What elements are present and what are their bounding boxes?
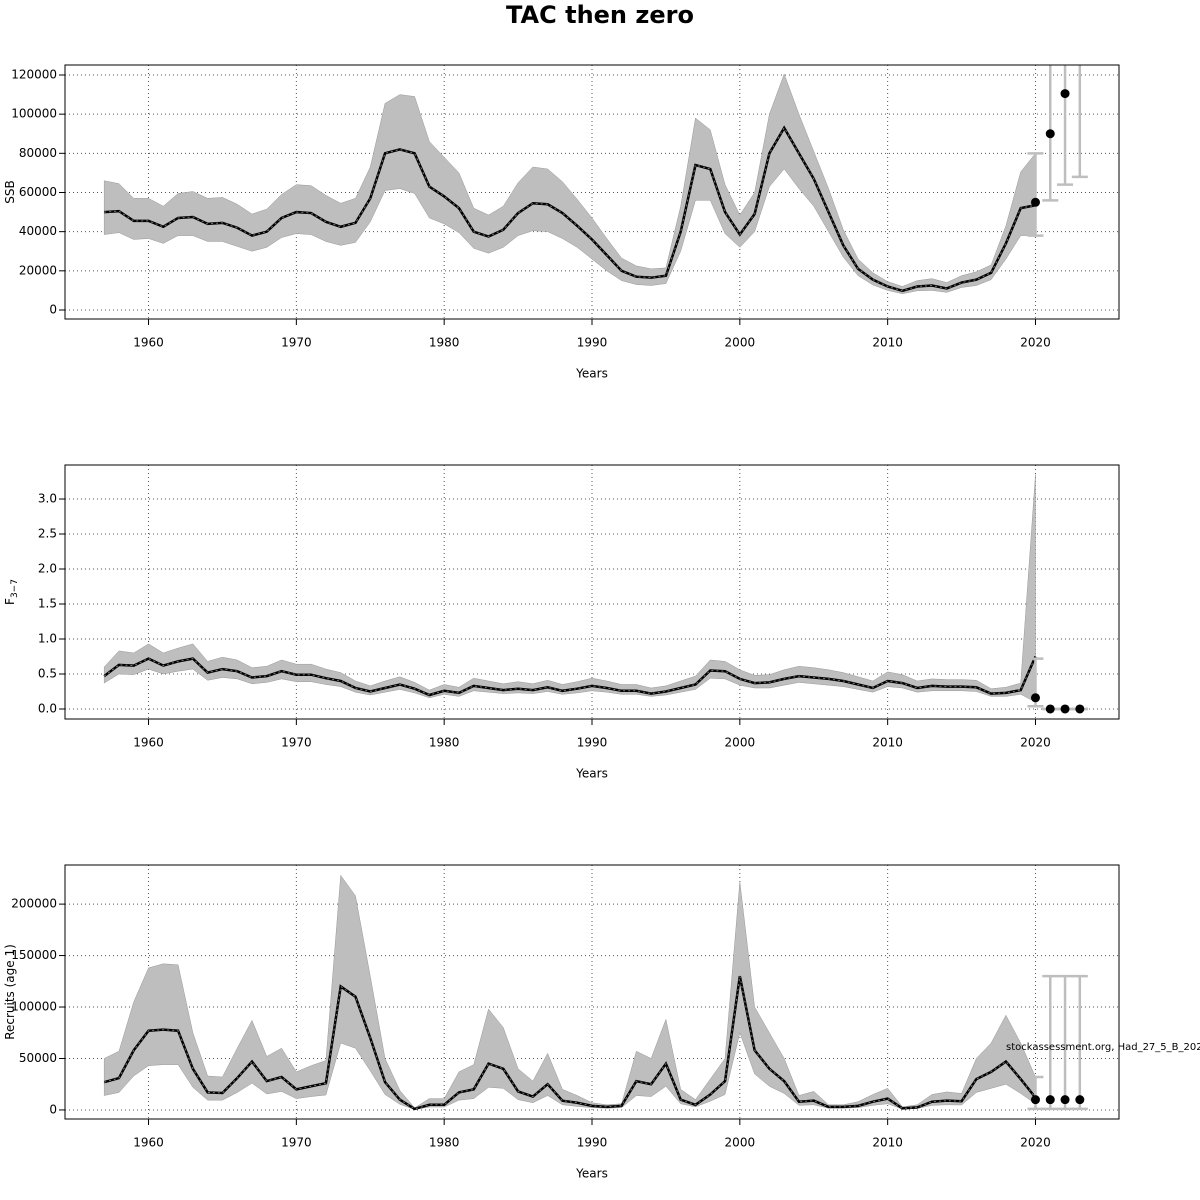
estimate-line-dash (103, 656, 1036, 696)
x-tick-label: 1970 (281, 1136, 312, 1150)
x-axis-label: Years (575, 1167, 608, 1181)
watermark: stockassessment.org, Had_27_5_B_2020 (1006, 1042, 1200, 1053)
y-axis-label-main: SSB (3, 180, 17, 203)
x-axis-label: Years (575, 767, 608, 781)
panel: 1960 1970 1980 1990 2000 2010 2020 0.0 0.5 1.0 1.5… (3, 464, 1120, 781)
x-tick-label: 1980 (429, 1136, 460, 1150)
error-bar (1027, 152, 1044, 237)
panel: 1960 1970 1980 1990 2000 2010 2020 0 20000 40000 6… (3, 64, 1120, 381)
y-tick-label: 1.0 (38, 631, 57, 645)
projection-point (1030, 693, 1040, 703)
error-bar (1057, 65, 1074, 186)
plot-frame (64, 64, 1120, 320)
x-tick-label: 2020 (1020, 336, 1051, 350)
x-tick-label: 1960 (133, 1136, 164, 1150)
x-tick-label: 2020 (1020, 736, 1051, 750)
plot-area (65, 65, 1119, 319)
plot-area (65, 865, 1119, 1119)
y-tick-label: 2.0 (38, 562, 57, 576)
plot-area (65, 465, 1119, 719)
projection-point (1030, 197, 1040, 207)
x-tick-label: 2000 (725, 736, 756, 750)
error-bar (1057, 974, 1074, 1111)
x-tick-label: 1960 (133, 336, 164, 350)
x-tick-label: 1990 (577, 736, 608, 750)
x-tick-label: 1980 (429, 736, 460, 750)
y-axis-label-main: Recruits (age 1) (3, 944, 17, 1040)
y-tick-label: 0.5 (38, 666, 57, 680)
y-tick-label: 0.0 (38, 701, 57, 715)
error-bar (1042, 974, 1059, 1111)
projection-point (1045, 704, 1055, 714)
figure-title: TAC then zero (506, 1, 694, 29)
projection-point (1045, 129, 1055, 139)
x-tick-label: 2010 (872, 1136, 903, 1150)
y-axis-label: Recruits (age 1) (3, 944, 17, 1040)
x-tick-label: 1990 (577, 1136, 608, 1150)
projection-point (1045, 1095, 1055, 1105)
confidence-band (103, 874, 1036, 1110)
y-axis-label: SSB (3, 180, 17, 203)
y-tick-label: 60000 (19, 185, 57, 199)
y-tick-label: 50000 (19, 1051, 57, 1065)
x-tick-label: 1960 (133, 736, 164, 750)
plot-frame (64, 464, 1120, 720)
error-bar (1042, 65, 1059, 202)
y-tick-label: 0 (49, 302, 57, 316)
estimate-line-dash (104, 126, 1036, 292)
y-axis-label-main: F (3, 598, 17, 605)
x-tick-label: 2020 (1020, 1136, 1051, 1150)
x-tick-label: 2000 (725, 336, 756, 350)
x-tick-label: 2000 (725, 1136, 756, 1150)
y-tick-label: 120000 (11, 67, 57, 81)
projection-point (1075, 704, 1085, 714)
x-tick-label: 1990 (577, 336, 608, 350)
plot-frame (64, 864, 1120, 1120)
estimate-line (103, 975, 1037, 1111)
x-tick-label: 1970 (281, 736, 312, 750)
projection-point (1075, 1095, 1085, 1105)
projection-point (1060, 89, 1070, 99)
error-bar (1071, 974, 1088, 1111)
y-tick-label: 150000 (11, 948, 57, 962)
y-tick-label: 1.5 (38, 597, 57, 611)
y-tick-label: 20000 (19, 263, 57, 277)
x-axis-label: Years (575, 367, 608, 381)
x-tick-label: 2010 (872, 736, 903, 750)
y-axis-label: F3−7 (3, 579, 20, 605)
y-tick-label: 80000 (19, 146, 57, 160)
projection-point (1060, 1095, 1070, 1105)
y-axis-label-sub: 3−7 (10, 579, 20, 598)
x-tick-label: 1970 (281, 336, 312, 350)
y-tick-label: 100000 (11, 107, 57, 121)
confidence-band (103, 73, 1036, 294)
error-bar (1071, 65, 1088, 179)
projection-point (1060, 704, 1070, 714)
projection-point (1030, 1095, 1040, 1105)
y-tick-label: 100000 (11, 1000, 57, 1014)
y-tick-label: 2.5 (38, 527, 57, 541)
y-tick-label: 0 (49, 1102, 57, 1116)
x-tick-label: 1980 (429, 336, 460, 350)
confidence-band (103, 474, 1036, 703)
y-tick-label: 3.0 (38, 492, 57, 506)
x-tick-label: 2010 (872, 336, 903, 350)
panel: 1960 1970 1980 1990 2000 2010 2020 0 50000 100000… (3, 864, 1120, 1181)
y-tick-label: 200000 (11, 897, 57, 911)
y-tick-label: 40000 (19, 224, 57, 238)
